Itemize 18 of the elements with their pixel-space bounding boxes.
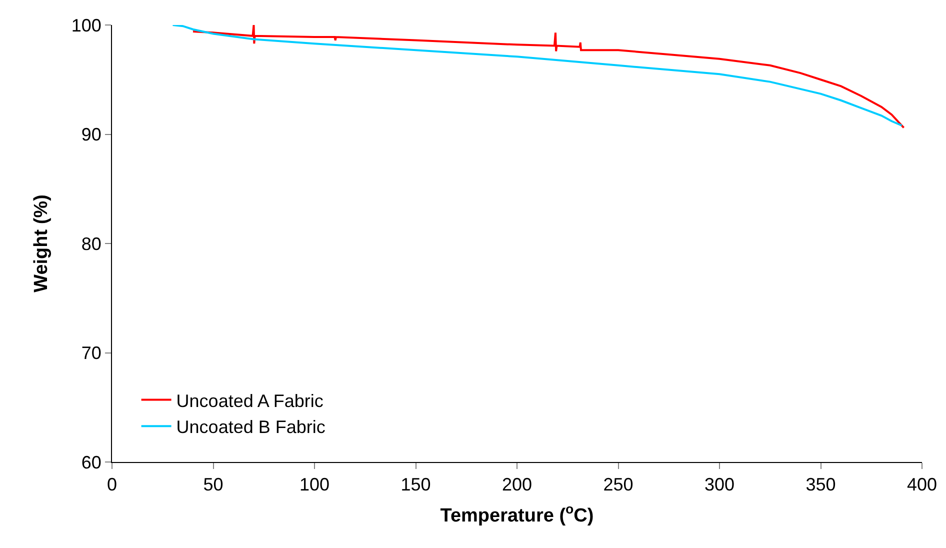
y-axis-title: Weight (%) xyxy=(31,194,52,292)
x-tick-label: 400 xyxy=(906,474,938,495)
y-tick-label: 100 xyxy=(71,15,102,36)
x-tick-label: 150 xyxy=(400,474,431,495)
y-tick-label: 60 xyxy=(81,452,102,472)
y-tick-label: 80 xyxy=(81,234,102,254)
x-tick-label: 0 xyxy=(106,474,118,495)
x-tick-label: 100 xyxy=(299,474,330,495)
y-tick-label: 70 xyxy=(81,343,102,364)
legend-label: Uncoated B Fabric xyxy=(176,417,326,438)
x-tick-label: 200 xyxy=(502,474,532,495)
x-axis-title: Temperature ($^{o}$C) xyxy=(440,501,594,526)
y-tick-label: 90 xyxy=(81,124,102,145)
legend-label: Uncoated A Fabric xyxy=(176,390,324,411)
x-tick-label: 350 xyxy=(806,474,836,495)
x-tick-label: 300 xyxy=(704,474,735,495)
x-tick-label: 250 xyxy=(603,474,634,495)
x-tick-label: 50 xyxy=(203,474,224,495)
